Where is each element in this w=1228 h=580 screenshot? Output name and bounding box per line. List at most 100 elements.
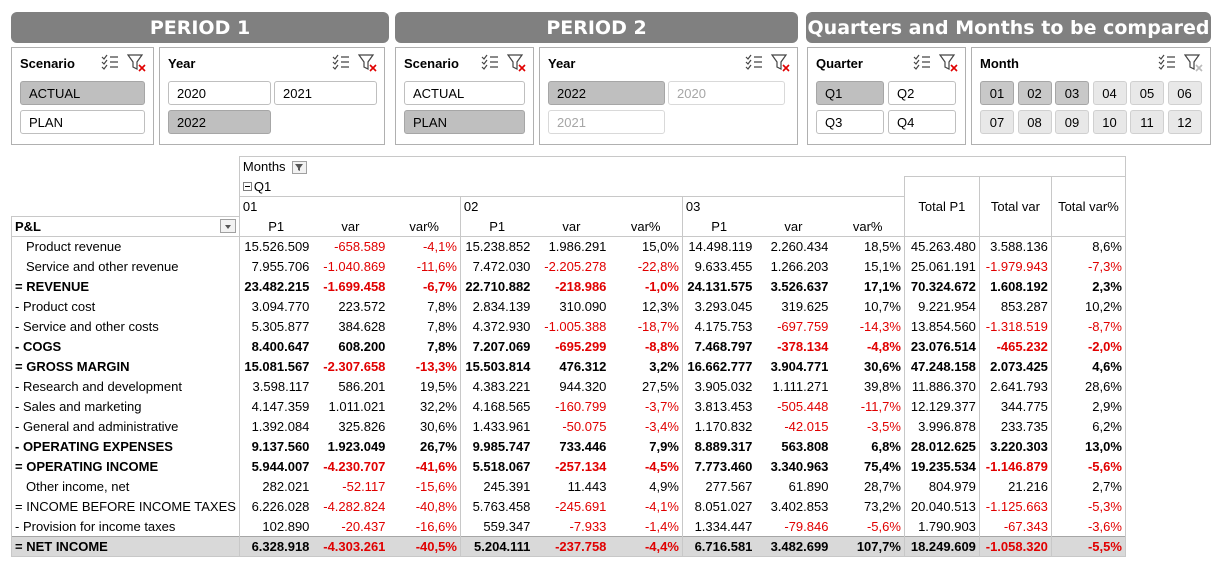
quarter-group-header: Q1 xyxy=(238,176,905,197)
value-cell: -658.589 xyxy=(334,239,386,255)
multi-select-icon[interactable] xyxy=(101,54,119,72)
collapse-icon[interactable] xyxy=(242,181,252,191)
row-filter-dropdown-icon[interactable] xyxy=(219,219,236,233)
value-cell: 2,3% xyxy=(1050,276,1126,297)
row-label: = GROSS MARGIN xyxy=(11,356,240,377)
value-cell: 4.372.930 xyxy=(459,316,534,337)
clear-filter-icon[interactable] xyxy=(507,54,527,72)
table-row: Other income, net 282.021 -52.117 -15,6% 245… xyxy=(11,476,1126,497)
value-cell: -695.299 xyxy=(555,339,607,354)
month-option-01[interactable]: 01 xyxy=(980,81,1014,105)
column-header-var: var xyxy=(312,216,389,237)
quarter-option-q1[interactable]: Q1 xyxy=(816,81,884,105)
multi-select-icon[interactable] xyxy=(745,54,763,72)
month-option-12[interactable]: 12 xyxy=(1167,110,1202,134)
p2-year-option-2022[interactable]: 2022 xyxy=(548,81,665,105)
value-cell: 5.944.007 xyxy=(238,456,313,477)
row-label: Service and other revenue xyxy=(11,256,240,277)
multi-select-icon[interactable] xyxy=(1158,54,1176,72)
table-row: - Sales and marketing 4.147.359 1.011.021 3… xyxy=(11,396,1126,417)
total-header-0: Total P1 xyxy=(903,176,980,237)
multi-select-icon[interactable] xyxy=(332,54,350,72)
value-cell: 1.334.447 xyxy=(681,516,756,537)
clear-filter-icon[interactable] xyxy=(939,54,959,72)
value-cell: 3,2% xyxy=(649,359,679,374)
month-option-09[interactable]: 09 xyxy=(1055,110,1089,134)
quarter-label: Q1 xyxy=(253,178,272,194)
value-cell: -79.846 xyxy=(784,518,829,534)
month-option-08[interactable]: 08 xyxy=(1017,110,1052,134)
p2-scenario-option-actual[interactable]: ACTUAL xyxy=(404,81,525,105)
p1-year-option-2021[interactable]: 2021 xyxy=(274,81,377,105)
multi-select-icon[interactable] xyxy=(481,54,499,72)
clear-filter-icon[interactable] xyxy=(127,54,147,72)
value-cell: -16,6% xyxy=(415,518,457,534)
value-cell: 15.503.814 xyxy=(459,356,534,377)
clear-filter-icon[interactable] xyxy=(771,54,791,72)
quarter-option-q2[interactable]: Q2 xyxy=(888,81,956,105)
row-label: = INCOME BEFORE INCOME TAXES xyxy=(11,496,240,517)
p2-year-option-2020[interactable]: 2020 xyxy=(668,81,785,105)
clear-filter-icon[interactable] xyxy=(1184,54,1204,72)
months-field-header: Months xyxy=(238,156,1126,177)
value-cell: 1.608.192 xyxy=(978,276,1052,297)
value-cell: -40,8% xyxy=(415,499,457,514)
value-cell: -4,1% xyxy=(644,499,679,514)
value-cell: 5.305.877 xyxy=(238,316,313,337)
table-row: - OPERATING EXPENSES 9.137.560 1.923.049 26… xyxy=(11,436,1126,457)
value-cell: 16.662.777 xyxy=(681,356,756,377)
p1-year-option-2020[interactable]: 2020 xyxy=(168,81,271,105)
value-cell: 28.012.625 xyxy=(903,436,980,457)
value-cell: 23.482.215 xyxy=(238,276,313,297)
value-cell: 12.129.377 xyxy=(903,396,980,417)
value-cell: 18,5% xyxy=(864,239,901,255)
month-slicer: Month 01 02 03 04 05 06 07 08 09 10 11 12 xyxy=(971,47,1211,145)
column-header-P1: P1 xyxy=(238,216,313,237)
column-header-varpct: var% xyxy=(609,216,683,237)
value-cell: 3.293.045 xyxy=(681,296,756,317)
value-cell: -1,0% xyxy=(644,279,679,294)
table-row: = INCOME BEFORE INCOME TAXES 6.226.028 -4.… xyxy=(11,496,1126,517)
month-option-02[interactable]: 02 xyxy=(1017,81,1052,105)
p2-scenario-option-plan[interactable]: PLAN xyxy=(404,110,525,134)
p2-year-option-2021[interactable]: 2021 xyxy=(548,110,665,134)
month-option-10[interactable]: 10 xyxy=(1092,110,1127,134)
value-cell: 9.137.560 xyxy=(238,436,313,457)
p2-year-slicer: Year 2022 2020 2021 xyxy=(539,47,798,145)
month-option-11[interactable]: 11 xyxy=(1130,110,1164,134)
compare-title: Quarters and Months to be compared xyxy=(807,16,1210,39)
month-option-06[interactable]: 06 xyxy=(1167,81,1202,105)
month-option-04[interactable]: 04 xyxy=(1092,81,1127,105)
p2-scenario-slicer: Scenario ACTUAL PLAN xyxy=(395,47,534,145)
value-cell: 13,0% xyxy=(1050,436,1126,457)
value-cell: 15.238.852 xyxy=(459,236,534,257)
value-cell: 319.625 xyxy=(781,299,829,314)
value-cell: 11.886.370 xyxy=(903,376,980,397)
quarter-option-q4[interactable]: Q4 xyxy=(888,110,956,134)
month-option-03[interactable]: 03 xyxy=(1055,81,1089,105)
value-cell: -22,8% xyxy=(637,259,679,274)
filter-dropdown-icon[interactable] xyxy=(292,161,308,175)
p1-scenario-option-plan[interactable]: PLAN xyxy=(20,110,145,134)
value-cell: -237.758 xyxy=(533,536,610,557)
row-label: = OPERATING INCOME xyxy=(11,456,240,477)
value-cell: -378.134 xyxy=(777,339,829,354)
quarter-option-q3[interactable]: Q3 xyxy=(816,110,884,134)
value-cell: 7.955.706 xyxy=(238,256,313,277)
value-cell: 24.131.575 xyxy=(681,276,756,297)
value-cell: 15.081.567 xyxy=(238,356,313,377)
value-cell: -67.343 xyxy=(978,516,1052,537)
table-row: Service and other revenue 7.955.706 -1.040… xyxy=(11,256,1126,277)
p1-year-option-2022[interactable]: 2022 xyxy=(168,110,271,134)
clear-filter-icon[interactable] xyxy=(358,54,378,72)
value-cell: 25.061.191 xyxy=(903,256,980,277)
multi-select-icon[interactable] xyxy=(913,54,931,72)
value-cell: 61.890 xyxy=(788,479,829,494)
value-cell: 325.826 xyxy=(338,419,386,434)
table-row: = NET INCOME 6.328.918 -4.303.261 -40,5% 5.2… xyxy=(11,536,1126,557)
value-cell: -7,3% xyxy=(1050,256,1126,277)
p1-scenario-option-actual[interactable]: ACTUAL xyxy=(20,81,145,105)
month-option-05[interactable]: 05 xyxy=(1130,81,1164,105)
column-header-varpct: var% xyxy=(831,216,905,237)
month-option-07[interactable]: 07 xyxy=(980,110,1014,134)
